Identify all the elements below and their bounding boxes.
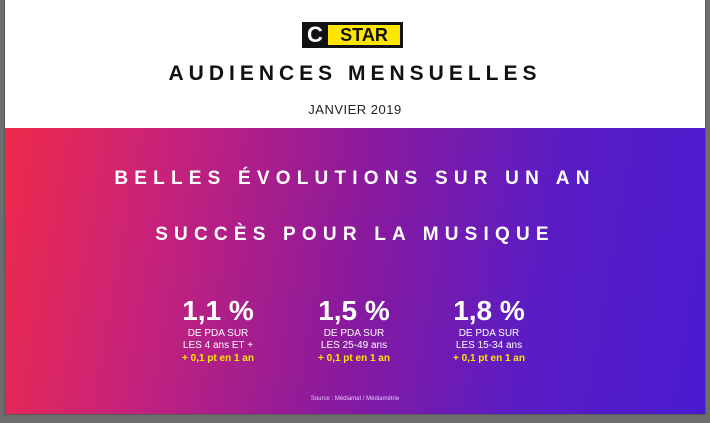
stat-block: 1,5 % DE PDA SUR LES 25-49 ans + 0,1 pt … [279, 294, 429, 365]
stat-label: DE PDA SUR [458, 328, 520, 339]
stat-delta: + 0,1 pt en 1 an [453, 353, 525, 364]
slide-header: C STAR AUDIENCES MENSUELLES JANVIER 2019 [5, 0, 705, 128]
source-note: Source : Médiamat / Médiamétrie [310, 396, 400, 402]
stat-label: DE PDA SUR [323, 328, 385, 339]
stat-audience: LES 25-49 ans [320, 340, 388, 351]
stat-value: 1,8 % [453, 295, 525, 326]
stat-delta: + 0,1 pt en 1 an [318, 353, 390, 364]
logo-word: STAR [328, 25, 400, 45]
headline-musique: SUCCÈS POUR LA MUSIQUE [155, 224, 555, 245]
gradient-panel: BELLES ÉVOLUTIONS SUR UN AN SUCCÈS POUR … [5, 128, 705, 414]
stat-block: 1,8 % DE PDA SUR LES 15-34 ans + 0,1 pt … [414, 294, 564, 365]
stat-audience: LES 15-34 ans [455, 340, 523, 351]
stat-delta: + 0,1 pt en 1 an [182, 353, 254, 364]
stat-block: 1,1 % DE PDA SUR LES 4 ans ET + + 0,1 pt… [143, 294, 293, 365]
cstar-logo: C STAR [302, 22, 403, 48]
stat-value: 1,5 % [318, 295, 390, 326]
headline-evolutions: BELLES ÉVOLUTIONS SUR UN AN [114, 168, 596, 189]
stat-audience: LES 4 ans ET + [182, 340, 254, 351]
stat-label: DE PDA SUR [187, 328, 249, 339]
page-title: AUDIENCES MENSUELLES [168, 62, 542, 85]
stat-value: 1,1 % [182, 295, 254, 326]
slide: C STAR AUDIENCES MENSUELLES JANVIER 2019… [5, 0, 705, 414]
page-subtitle: JANVIER 2019 [308, 102, 402, 117]
logo-letter: C [307, 22, 323, 47]
